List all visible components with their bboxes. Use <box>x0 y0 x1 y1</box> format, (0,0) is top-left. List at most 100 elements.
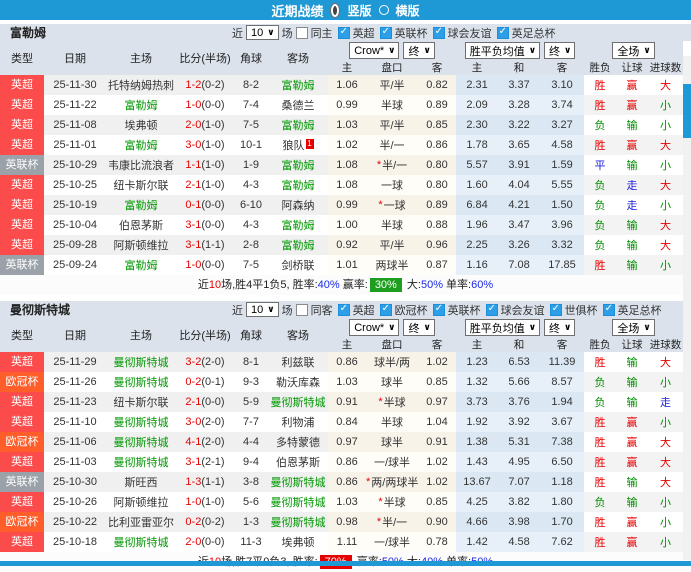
away-team-cell: 桑德兰 <box>268 95 328 115</box>
handicap-cell: *半球 <box>366 492 418 512</box>
date-cell: 25-10-22 <box>44 512 106 532</box>
vertical-layout-label[interactable]: 竖版 <box>347 3 372 18</box>
vertical-scrollbar[interactable] <box>683 56 691 560</box>
avg-win-cell: 6.84 <box>456 195 499 215</box>
corner-cell: 1-3 <box>234 512 268 532</box>
league-filter-label: 球会友谊 <box>500 304 545 317</box>
fulltime-score: 3-1 <box>185 239 202 251</box>
league-filter-checkbox[interactable] <box>432 303 445 316</box>
league-filter-checkbox[interactable] <box>496 26 509 39</box>
vertical-layout-radio[interactable] <box>330 2 341 18</box>
league-filter-checkbox[interactable] <box>432 26 445 39</box>
home-team-name: 富勒姆 <box>124 260 158 272</box>
away-team-name: 富勒姆 <box>281 120 315 132</box>
avg-lose-cell: 1.94 <box>540 392 585 412</box>
score-cell: 3-1(0-0) <box>176 215 234 235</box>
halftime-score: (0-1) <box>201 376 225 388</box>
col-avg-draw: 和 <box>498 60 541 75</box>
scrollbar-thumb[interactable] <box>683 84 691 138</box>
away-team-cell: 埃弗顿 <box>268 532 328 552</box>
score-cell: 2-1(0-0) <box>176 392 234 412</box>
league-badge: 英超 <box>0 195 44 215</box>
same-venue-checkbox[interactable] <box>295 303 308 316</box>
odds-stage-select[interactable]: 终 ∨ <box>403 319 435 336</box>
corner-cell: 5-6 <box>234 492 268 512</box>
col-away: 客场 <box>268 41 328 75</box>
odds-company-select[interactable]: Crow* ∨ <box>349 319 400 336</box>
away-team-cell: 曼彻斯特城 <box>268 512 328 532</box>
summary-segment: 30% <box>369 278 402 292</box>
match-row: 英超 25-11-29 曼彻斯特城 3-2(2-0) 8-1 利兹联 0.86 球半/两 1.0… <box>0 352 684 372</box>
summary-segment: 赢率: <box>339 279 368 291</box>
home-odds-cell: 1.03 <box>328 372 366 392</box>
avg-type-select[interactable]: 胜平负均值 ∨ <box>464 42 541 59</box>
league-filter-checkbox[interactable] <box>379 26 392 39</box>
avg-win-cell: 5.57 <box>456 155 499 175</box>
corner-cell: 4-3 <box>234 175 268 195</box>
home-team-cell: 富勒姆 <box>106 95 176 115</box>
league-filter-checkbox[interactable] <box>337 303 350 316</box>
avg-draw-cell: 3.82 <box>498 492 541 512</box>
home-team-name: 斯旺西 <box>124 477 158 489</box>
scope-select[interactable]: 全场 ∨ <box>612 319 655 336</box>
avg-stage-select[interactable]: 终 ∨ <box>544 42 576 59</box>
home-team-cell: 曼彻斯特城 <box>106 532 176 552</box>
league-filter-label: 英足总杯 <box>511 27 556 40</box>
away-team-name: 勒沃库森 <box>276 377 320 389</box>
horizontal-layout-radio[interactable] <box>378 5 389 15</box>
league-badge: 英超 <box>0 115 44 135</box>
wdl-result-cell: 负 <box>584 195 617 215</box>
horizontal-layout-label[interactable]: 横版 <box>395 3 420 18</box>
handicap-cell: *半/一 <box>366 155 418 175</box>
league-badge: 英联杯 <box>0 255 44 275</box>
handicap-cell: *一球 <box>366 195 418 215</box>
match-row: 英超 25-10-25 纽卡斯尔联 2-1(1-0) 4-3 富勒姆 1.08 一球 0.80 1… <box>0 175 684 195</box>
goals-result-cell: 走 <box>648 392 684 412</box>
summary-segment: 50% <box>420 279 443 291</box>
avg-stage-select[interactable]: 终 ∨ <box>544 319 576 336</box>
goals-result-cell: 小 <box>648 95 684 115</box>
home-odds-cell: 0.98 <box>328 512 366 532</box>
fulltime-score: 0-1 <box>185 199 202 211</box>
league-filter-checkbox[interactable] <box>337 26 350 39</box>
record-summary: 近10场,胜4平1负5, 胜率:40% 赢率: 30% 大:50% 单率:60% <box>0 275 691 295</box>
odds-company-select[interactable]: Crow* ∨ <box>349 42 400 59</box>
avg-lose-cell: 17.85 <box>540 255 585 275</box>
scope-select[interactable]: 全场 ∨ <box>612 42 655 59</box>
league-filter-label: 英联杯 <box>394 27 428 40</box>
chevron-down-icon: ∨ <box>564 45 572 55</box>
halftime-score: (1-0) <box>201 179 225 191</box>
corner-cell: 8-2 <box>234 75 268 95</box>
home-team-name: 韦康比流浪者 <box>108 160 174 172</box>
league-filter-checkbox[interactable] <box>549 303 562 316</box>
league-filter-checkbox[interactable] <box>379 303 392 316</box>
handicap-value: 两/两球半 <box>371 477 418 489</box>
away-team-name: 曼彻斯特城 <box>270 497 326 509</box>
avg-win-cell: 2.09 <box>456 95 499 115</box>
same-venue-checkbox[interactable] <box>295 26 308 39</box>
league-filter-checkbox[interactable] <box>485 303 498 316</box>
match-row: 欧冠杯 25-11-26 曼彻斯特城 0-2(0-1) 9-3 勒沃库森 1.03 球半 0.8… <box>0 372 684 392</box>
games-count-select[interactable]: 10 ∨ <box>246 25 279 40</box>
match-row: 英超 25-10-18 曼彻斯特城 2-0(0-0) 11-3 埃弗顿 1.11 一/球半 0.… <box>0 532 684 552</box>
home-team-cell: 富勒姆 <box>106 135 176 155</box>
wdl-result-cell: 胜 <box>584 75 617 95</box>
games-label: 场 <box>281 27 293 40</box>
home-team-cell: 阿斯顿维拉 <box>106 235 176 255</box>
games-count-select[interactable]: 10 ∨ <box>246 302 279 317</box>
odds-stage-select[interactable]: 终 ∨ <box>403 42 435 59</box>
fulltime-score: 3-1 <box>185 456 202 468</box>
handicap-value: 球半 <box>381 437 403 449</box>
league-filter-checkbox[interactable] <box>602 303 615 316</box>
away-team-cell: 曼彻斯特城 <box>268 392 328 412</box>
halftime-score: (0-0) <box>201 99 225 111</box>
avg-draw-cell: 5.31 <box>498 432 541 452</box>
away-odds-cell: 0.91 <box>418 432 457 452</box>
wdl-result-cell: 胜 <box>584 432 617 452</box>
col-score: 比分(半场) <box>176 318 234 352</box>
league-cell: 欧冠杯 <box>0 512 44 532</box>
avg-lose-cell: 3.10 <box>540 75 585 95</box>
avg-type-select[interactable]: 胜平负均值 ∨ <box>464 319 541 336</box>
col-wdl: 胜负 <box>584 337 617 352</box>
corner-cell: 10-1 <box>234 135 268 155</box>
